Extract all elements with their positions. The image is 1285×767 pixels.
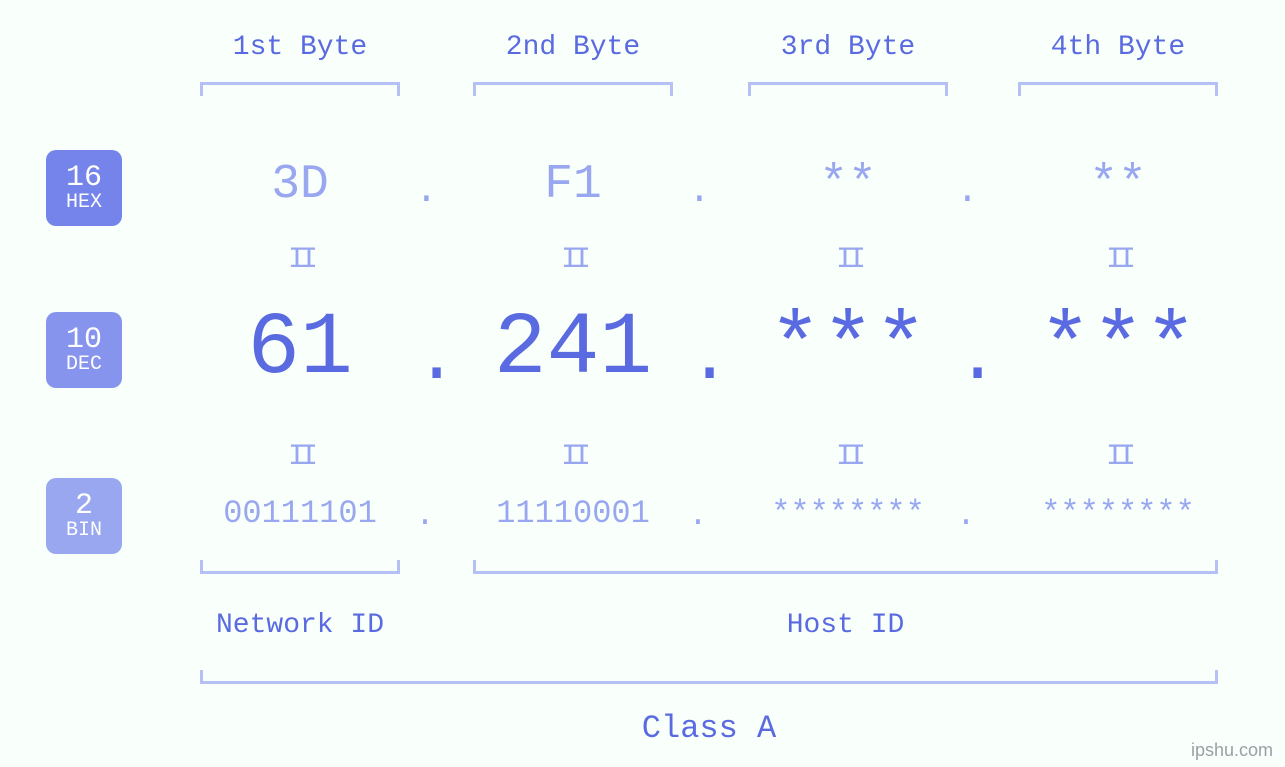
badge-hex-label: HEX	[66, 192, 102, 213]
byte-bracket-2	[473, 82, 673, 96]
bin-dot-1: .	[415, 497, 435, 534]
bin-dot-2: .	[688, 497, 708, 534]
byte-label-2: 2nd Byte	[473, 32, 673, 63]
hex-dot-1: .	[415, 170, 435, 213]
bin-dot-3: .	[956, 497, 976, 534]
badge-hex-base: 16	[66, 163, 102, 195]
byte-bracket-1	[200, 82, 400, 96]
hex-byte-1: 3D	[175, 158, 425, 212]
hex-byte-3: **	[723, 158, 973, 212]
label-host-id: Host ID	[726, 610, 966, 641]
badge-bin: 2BIN	[46, 478, 122, 554]
dec-dot-1: .	[415, 318, 435, 400]
label-class: Class A	[589, 710, 829, 747]
equals-dec-bin-4: II	[1088, 440, 1148, 474]
equals-hex-dec-3: II	[818, 243, 878, 277]
byte-bracket-3	[748, 82, 948, 96]
hex-dot-3: .	[956, 170, 976, 213]
equals-dec-bin-3: II	[818, 440, 878, 474]
badge-bin-base: 2	[75, 491, 93, 523]
byte-label-4: 4th Byte	[1018, 32, 1218, 63]
dec-dot-3: .	[956, 318, 976, 400]
equals-hex-dec-1: II	[270, 243, 330, 277]
byte-label-3: 3rd Byte	[748, 32, 948, 63]
badge-dec-label: DEC	[66, 354, 102, 375]
equals-dec-bin-2: II	[543, 440, 603, 474]
label-network-id: Network ID	[180, 610, 420, 641]
bracket-network-id	[200, 560, 400, 574]
badge-dec-base: 10	[66, 325, 102, 357]
badge-dec: 10DEC	[46, 312, 122, 388]
bin-byte-3: ********	[723, 495, 973, 532]
hex-dot-2: .	[688, 170, 708, 213]
watermark: ipshu.com	[1191, 740, 1273, 761]
bracket-class	[200, 670, 1218, 684]
dec-byte-3: ***	[723, 300, 973, 399]
equals-dec-bin-1: II	[270, 440, 330, 474]
hex-byte-2: F1	[448, 158, 698, 212]
dec-dot-2: .	[688, 318, 708, 400]
equals-hex-dec-4: II	[1088, 243, 1148, 277]
bracket-host-id	[473, 560, 1218, 574]
dec-byte-4: ***	[993, 300, 1243, 399]
byte-bracket-4	[1018, 82, 1218, 96]
bin-byte-1: 00111101	[175, 495, 425, 532]
badge-bin-label: BIN	[66, 520, 102, 541]
dec-byte-1: 61	[175, 300, 425, 399]
equals-hex-dec-2: II	[543, 243, 603, 277]
bin-byte-4: ********	[993, 495, 1243, 532]
hex-byte-4: **	[993, 158, 1243, 212]
bin-byte-2: 11110001	[448, 495, 698, 532]
byte-label-1: 1st Byte	[200, 32, 400, 63]
badge-hex: 16HEX	[46, 150, 122, 226]
dec-byte-2: 241	[448, 300, 698, 399]
